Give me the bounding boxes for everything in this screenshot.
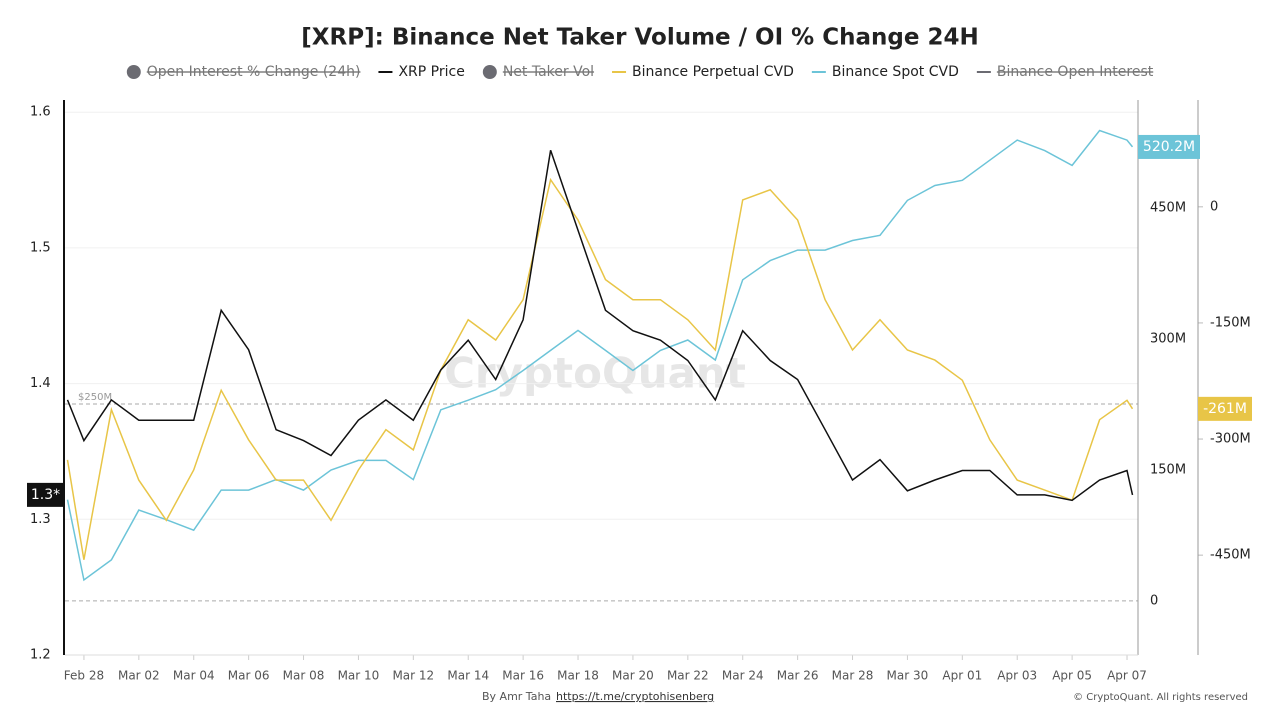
last-value-box	[27, 482, 64, 507]
series-line	[66, 129, 1134, 582]
x-tick-label: Mar 04	[173, 669, 215, 683]
x-tick-label: Mar 20	[612, 669, 654, 683]
last-value-label: 520.2M	[1143, 139, 1195, 155]
y3-tick-label: -150M	[1210, 315, 1251, 330]
x-tick-label: Mar 30	[887, 669, 929, 683]
y2-tick-label: 0	[1150, 593, 1158, 608]
legend-item[interactable]: XRP Price	[378, 64, 465, 80]
legend-item[interactable]: Net Taker Vol	[482, 64, 594, 80]
footer-byline: By Amr Taha	[482, 690, 551, 703]
legend: Open Interest % Change (24h) XRP Price Net…	[126, 64, 1154, 80]
x-tick-label: Mar 22	[667, 669, 709, 683]
series-line	[66, 177, 1134, 560]
series-line	[66, 149, 1134, 502]
chart-title: [XRP]: Binance Net Taker Volume / OI % C…	[301, 25, 978, 51]
x-tick-label: Mar 16	[502, 669, 544, 683]
y-tick-label: 1.3	[30, 512, 51, 527]
y3-tick-label: 0	[1210, 199, 1218, 214]
footer-copyright: © CryptoQuant. All rights reserved	[1073, 692, 1248, 703]
y3-tick-label: -450M	[1210, 548, 1251, 563]
y-tick-label: 1.5	[30, 240, 51, 255]
legend-marker	[482, 65, 497, 79]
legend-item[interactable]: Open Interest % Change (24h)	[126, 64, 361, 80]
x-tick-label: Mar 24	[722, 669, 764, 683]
last-value-box	[1198, 396, 1252, 421]
legend-label: Binance Open Interest	[997, 64, 1154, 80]
footer-link[interactable]: https://t.me/cryptohisenberg	[556, 690, 714, 703]
x-tick-label: Mar 14	[447, 669, 489, 683]
legend-label: Net Taker Vol	[503, 64, 594, 80]
x-tick-label: Mar 06	[228, 669, 270, 683]
x-tick-label: Apr 03	[997, 669, 1037, 683]
x-tick-label: Mar 08	[283, 669, 325, 683]
reference-label: $250M	[78, 392, 112, 403]
y2-tick-label: 450M	[1150, 201, 1186, 216]
legend-item[interactable]: Binance Open Interest	[976, 64, 1154, 80]
x-tick-label: Apr 05	[1052, 669, 1092, 683]
last-value-label: -261M	[1203, 401, 1247, 417]
watermark: CryptoQuant	[444, 349, 746, 398]
legend-item[interactable]: Binance Spot CVD	[811, 64, 959, 80]
x-tick-label: Feb 28	[64, 669, 104, 683]
y-tick-label: 1.2	[30, 648, 51, 663]
legend-label: Binance Perpetual CVD	[632, 64, 794, 80]
last-value-box	[1138, 134, 1200, 159]
x-tick-label: Mar 28	[832, 669, 874, 683]
x-tick-label: Mar 26	[777, 669, 819, 683]
legend-label: Binance Spot CVD	[832, 64, 959, 80]
y2-tick-label: 150M	[1150, 463, 1186, 478]
legend-label: XRP Price	[398, 64, 464, 80]
x-tick-label: Mar 02	[118, 669, 160, 683]
x-tick-label: Apr 07	[1107, 669, 1147, 683]
x-tick-label: Apr 01	[942, 669, 982, 683]
legend-marker	[126, 65, 141, 79]
y-tick-label: 1.4	[30, 376, 51, 391]
x-tick-label: Mar 18	[557, 669, 599, 683]
y2-tick-label: 300M	[1150, 332, 1186, 347]
last-value-label: 1.3*	[31, 487, 60, 503]
legend-label: Open Interest % Change (24h)	[147, 64, 361, 80]
y-tick-label: 1.6	[30, 105, 51, 120]
x-tick-label: Mar 10	[338, 669, 380, 683]
x-tick-label: Mar 12	[392, 669, 434, 683]
legend-item[interactable]: Binance Perpetual CVD	[612, 64, 794, 80]
y3-tick-label: -300M	[1210, 432, 1251, 447]
